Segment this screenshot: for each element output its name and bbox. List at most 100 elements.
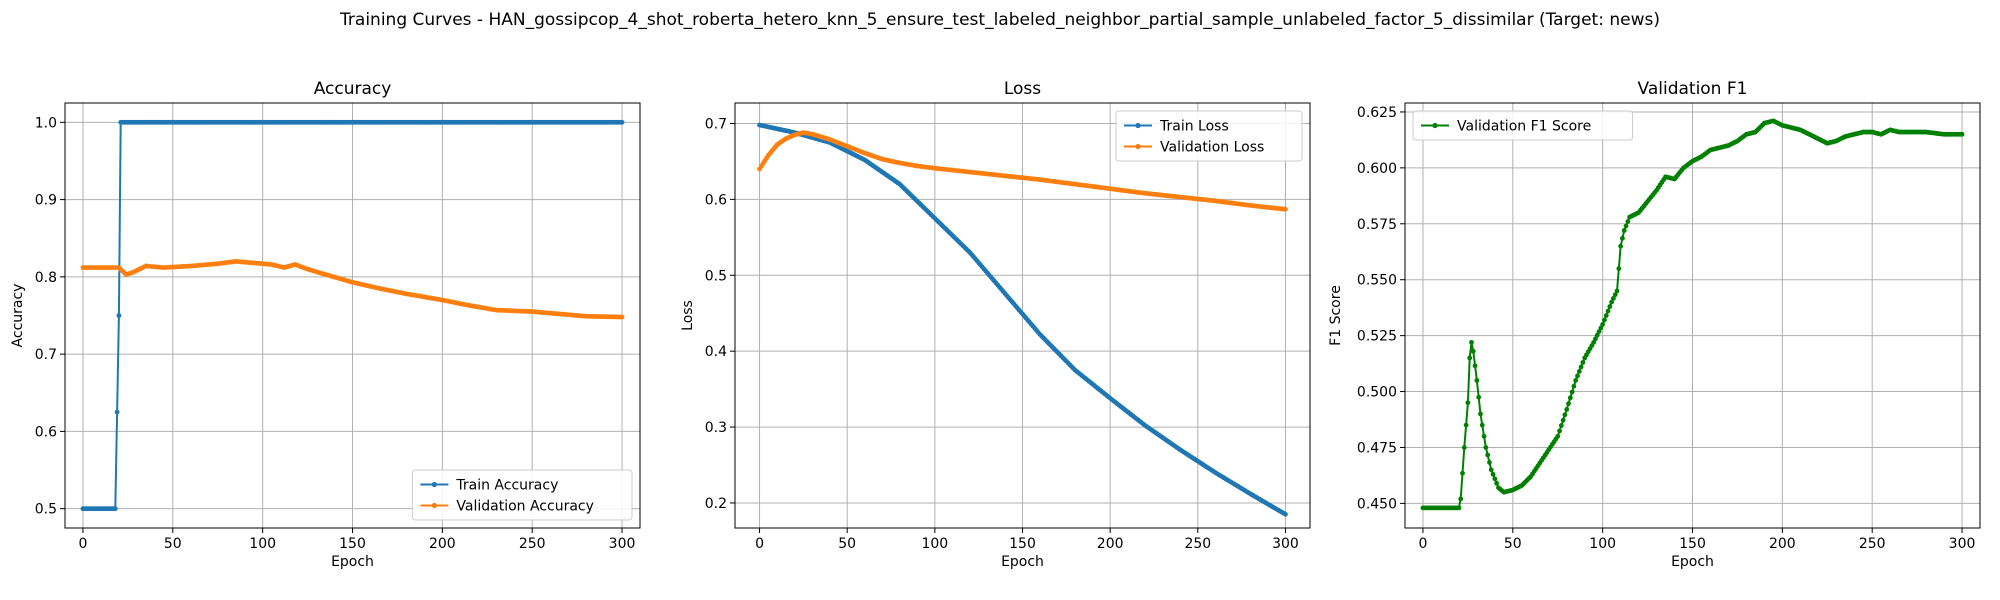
legend-swatch-marker — [1135, 143, 1141, 150]
validation-f1-score-point — [1461, 445, 1467, 450]
x-tick-label: 250 — [1184, 536, 1211, 552]
validation-f1-score-point — [1492, 476, 1498, 482]
validation-f1-score-point — [1603, 313, 1609, 318]
legend-label: Validation Accuracy — [456, 499, 594, 515]
validation-f1-score-point — [1483, 445, 1489, 450]
validation-f1-score-point — [1467, 355, 1473, 361]
accuracy-panel: 0 50 100 150 200 250 300 0.5 0.6 0.7 0.8 0.9 1.0 Accu… — [10, 79, 641, 570]
validation-f1-score-point — [1472, 363, 1478, 369]
x-axis-label: Epoch — [331, 554, 374, 570]
validation-f1-score-point — [1469, 339, 1474, 345]
y-tick-label: 0.500 — [1357, 385, 1397, 401]
y-tick-label: 0.600 — [1357, 161, 1397, 177]
validation-f1-score-point — [1562, 412, 1568, 418]
validation-f1-score-point — [1494, 480, 1500, 486]
validation-f1-score-point — [1557, 428, 1562, 434]
validation-f1-score-point — [1598, 325, 1604, 331]
legend-label: Train Accuracy — [455, 478, 558, 494]
train-loss-series — [757, 122, 1288, 517]
validation-f1-score-point — [1463, 422, 1469, 428]
y-axis-label: Loss — [680, 300, 696, 331]
y-tick-label: 0.7 — [705, 116, 727, 132]
validation-f1-score-point — [1612, 292, 1618, 298]
validation-f1-score-point — [1474, 377, 1480, 383]
x-tick-label: 250 — [1859, 536, 1886, 552]
y-tick-label: 0.9 — [35, 193, 57, 209]
validation-f1-score-point — [1564, 407, 1570, 412]
x-axis-label: Epoch — [1001, 554, 1044, 570]
validation-accuracy-series — [80, 259, 625, 320]
train-loss-point — [1283, 511, 1288, 517]
y-tick-label: 0.550 — [1357, 273, 1397, 289]
validation-f1-score-point — [1571, 383, 1577, 389]
train-accuracy-series — [80, 119, 625, 512]
validation-f1-score-point — [1560, 417, 1566, 423]
panel-title: Validation F1 — [1638, 79, 1748, 99]
train-accuracy-point — [114, 409, 120, 415]
validation-f1-score-point — [1458, 496, 1464, 502]
x-axis-label: Epoch — [1671, 554, 1714, 570]
validation-loss-point — [1283, 206, 1288, 212]
legend-swatch-marker — [1432, 122, 1438, 129]
validation-f1-score-point — [1602, 317, 1607, 323]
x-tick-label: 200 — [1769, 536, 1796, 552]
x-tick-label: 200 — [429, 536, 456, 552]
y-tick-label: 0.575 — [1357, 217, 1397, 233]
x-tick-label: 300 — [609, 536, 636, 552]
y-tick-label: 0.450 — [1357, 496, 1397, 512]
validation-f1-score-series — [1420, 118, 1965, 511]
x-tick-label: 100 — [249, 536, 276, 552]
train-accuracy-point — [116, 313, 122, 318]
validation-f1-score-point — [1621, 228, 1627, 233]
legend-box — [1412, 110, 1634, 141]
y-tick-label: 0.3 — [705, 420, 727, 436]
legend-box — [1115, 110, 1303, 162]
legend-swatch-marker — [1135, 122, 1141, 129]
validation-f1-score-point — [1575, 373, 1580, 379]
y-tick-label: 0.8 — [35, 270, 57, 286]
validation-f1-score-point — [1607, 304, 1613, 309]
x-tick-label: 150 — [339, 536, 366, 552]
x-tick-label: 200 — [1097, 536, 1124, 552]
x-tick-label: 100 — [1589, 536, 1616, 552]
x-tick-label: 50 — [164, 536, 182, 552]
validation-f1-score-point — [1470, 348, 1476, 354]
validation-f1-score-point — [1596, 329, 1602, 335]
validation-f1-score-point — [1555, 433, 1561, 439]
train-accuracy-point — [619, 119, 625, 125]
legend-label: Validation Loss — [1160, 140, 1264, 156]
y-tick-label: 1.0 — [35, 115, 57, 131]
validation-f1-score-point — [1576, 369, 1582, 374]
validation-f1-score-point — [1567, 395, 1573, 401]
y-tick-label: 0.625 — [1357, 105, 1397, 121]
train-accuracy-point — [112, 506, 118, 512]
x-tick-label: 0 — [755, 536, 764, 552]
y-tick-label: 0.6 — [35, 424, 57, 440]
validation-f1-score-point — [1609, 299, 1615, 305]
loss-panel: 0 50 100 150 200 250 300 0.2 0.3 0.4 0.5 0.6 0.7 Loss… — [680, 79, 1311, 570]
validation-f1-score-point — [1558, 423, 1564, 428]
validation-loss-series — [757, 130, 1288, 212]
x-tick-label: 250 — [519, 536, 546, 552]
validation-f1-score-point — [1600, 322, 1606, 327]
x-tick-label: 50 — [1504, 536, 1522, 552]
validation-f1-score-point — [1485, 452, 1491, 458]
validation-f1-score-point — [1618, 243, 1624, 249]
legend-swatch-marker — [431, 481, 437, 488]
y-tick-label: 0.5 — [705, 268, 727, 284]
validation-f1-score-point — [1479, 422, 1485, 428]
legend-box — [411, 469, 633, 521]
validation-f1-score-point — [1594, 332, 1600, 338]
y-tick-label: 0.2 — [705, 496, 727, 512]
validation-f1-score-point — [1490, 471, 1496, 477]
x-tick-label: 300 — [1949, 536, 1976, 552]
validation-f1-score-point — [1566, 401, 1571, 407]
x-tick-label: 150 — [1009, 536, 1036, 552]
legend-label: Train Loss — [1159, 119, 1229, 135]
y-axis-label: Accuracy — [10, 284, 26, 348]
validation-f1-score-point — [1460, 470, 1465, 476]
validation-f1-score-point — [1487, 459, 1492, 465]
validation-f1-score-point — [1623, 223, 1629, 229]
validation-f1-score-point — [1620, 235, 1625, 241]
